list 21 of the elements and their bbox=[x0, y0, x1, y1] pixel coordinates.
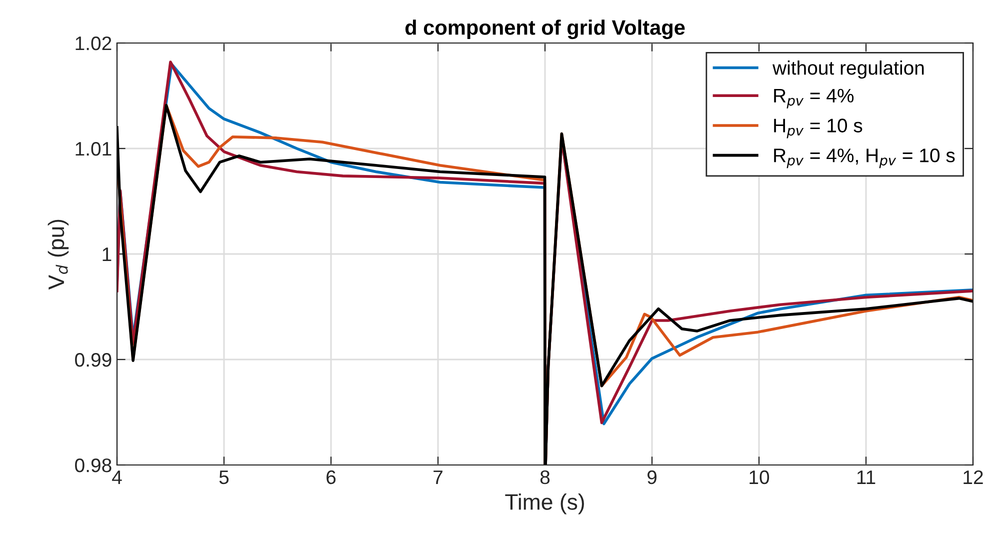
x-tick-label: 8 bbox=[540, 470, 550, 484]
x-tick-label: 5 bbox=[219, 470, 229, 484]
x-tick-label: 11 bbox=[857, 470, 876, 484]
y-tick-label: 1.01 bbox=[76, 142, 112, 156]
legend-label: without regulation bbox=[772, 60, 924, 79]
y-tick-label: 1 bbox=[102, 248, 112, 262]
y-tick-label: 1.02 bbox=[76, 36, 112, 50]
legend-label: R$_{pv}$ = 4% bbox=[774, 88, 854, 108]
x-tick-label: 9 bbox=[648, 470, 656, 484]
x-tick-label: 7 bbox=[434, 470, 442, 484]
legend-label: H$_{pv}$ = 10 s bbox=[774, 118, 862, 138]
x-axis-title: Time (s) bbox=[505, 494, 584, 514]
x-tick-label: 12 bbox=[964, 470, 983, 484]
x-tick-label: 6 bbox=[326, 470, 336, 484]
y-tick-label: 0.98 bbox=[75, 458, 112, 472]
y-tick-label: 0.99 bbox=[75, 352, 112, 367]
x-tick-label: 4 bbox=[112, 470, 122, 484]
x-tick-label: 10 bbox=[750, 470, 770, 484]
chart-title: d component of grid Voltage bbox=[405, 20, 685, 40]
legend-label: R$_{pv}$ = 4%, H$_{pv}$ = 10 s bbox=[774, 148, 955, 168]
y-axis-title: V$_{d}$ (pu) bbox=[48, 220, 69, 290]
